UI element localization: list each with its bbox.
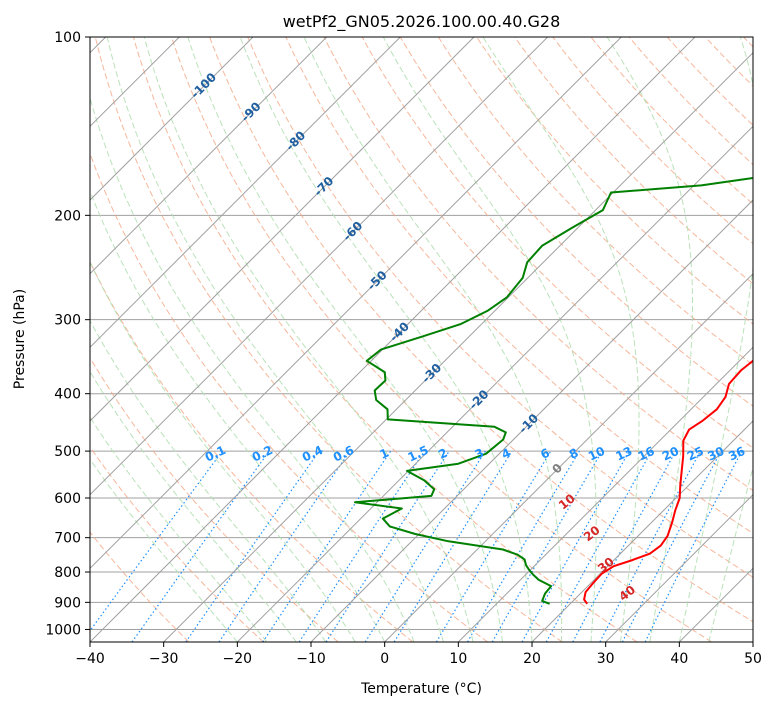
moist-adiabat	[90, 189, 386, 642]
mixing-ratio-line	[90, 450, 223, 632]
y-axis-title: Pressure (hPa)	[12, 289, 28, 389]
dry-adiabat	[132, 37, 638, 642]
dry-adiabat	[399, 37, 753, 407]
mixing-ratio-line	[521, 450, 631, 642]
y-tick-label: 500	[54, 444, 81, 460]
isotherm-line	[163, 51, 753, 642]
mixing-ratio-line	[393, 450, 513, 642]
moist-adiabat	[678, 37, 753, 642]
isotherm-line	[90, 37, 696, 642]
chart-title: wetPf2_GN05.2026.100.00.40.G28	[283, 12, 561, 32]
x-tick-label: −40	[75, 651, 105, 667]
mixing-ratio-line	[435, 450, 552, 642]
isotherm-line	[384, 272, 753, 642]
moist-adiabat	[90, 458, 238, 642]
x-tick-label: −10	[296, 651, 326, 667]
moist-adiabat	[606, 37, 693, 642]
isotherm-line	[457, 346, 753, 642]
moist-adiabat	[482, 37, 640, 642]
profile-lines	[354, 176, 753, 605]
axis-ticks: −40 −30 −20 −10 0 10 20 30 40 50 100 200 300 400 500 60…	[45, 30, 762, 667]
y-tick-label: 1000	[45, 622, 81, 638]
y-tick-label: 300	[54, 313, 81, 329]
x-tick-label: −30	[149, 651, 179, 667]
moist-adiabat	[382, 37, 597, 642]
temperature-line	[583, 359, 753, 605]
isotherm-line	[531, 420, 753, 642]
isotherm-line	[90, 37, 328, 275]
y-tick-label: 600	[54, 491, 81, 507]
mixing-ratio-label: 10	[586, 444, 607, 464]
x-tick-label: 20	[523, 651, 541, 667]
dry-adiabat	[437, 37, 753, 366]
y-tick-label: 400	[54, 387, 81, 403]
moist-adiabat	[143, 37, 474, 642]
x-tick-label: 50	[744, 651, 762, 667]
mixing-ratio-line	[572, 450, 677, 642]
x-tick-label: 40	[670, 651, 688, 667]
isotherm-line	[605, 493, 753, 642]
isotherm-line	[90, 37, 401, 349]
mixing-ratio-label: 20	[660, 444, 681, 464]
moist-adiabat	[90, 416, 268, 642]
mixing-ratio-label: 25	[685, 444, 706, 464]
mixing-ratio-label: 30	[705, 444, 726, 464]
x-tick-label: 10	[449, 651, 467, 667]
dry-adiabat	[247, 37, 753, 578]
moist-adiabat	[106, 37, 445, 642]
dry-adiabat	[90, 260, 414, 642]
x-tick-label: 30	[597, 651, 615, 667]
dewpoint-line	[354, 176, 753, 605]
dry-adiabat	[90, 531, 190, 642]
x-axis-title: Temperature (°C)	[360, 681, 482, 697]
mixing-ratio-line	[466, 450, 580, 642]
dry-adiabat	[285, 37, 753, 535]
isotherm-line	[310, 199, 753, 642]
y-tick-label: 700	[54, 531, 81, 547]
moist-adiabat	[239, 37, 533, 642]
mixing-ratio-line	[131, 450, 270, 642]
dry-adiabat	[90, 356, 339, 642]
moist-adiabat	[90, 260, 356, 642]
plot-frame	[89, 36, 754, 643]
isotherm-line	[236, 125, 753, 642]
moist-adiabat	[187, 37, 503, 642]
y-tick-label: 900	[54, 595, 81, 611]
y-tick-label: 800	[54, 565, 81, 581]
moist-adiabat	[303, 37, 563, 642]
isotherm-line	[90, 37, 549, 496]
x-tick-label: −20	[223, 651, 253, 667]
background-lines	[90, 37, 753, 642]
mixing-ratio-line	[185, 450, 320, 642]
mixing-ratio-line	[364, 450, 486, 642]
mixing-ratio-label: 13	[613, 444, 634, 464]
mixing-ratio-line	[218, 450, 351, 642]
isotherm-line	[90, 37, 254, 201]
mixing-ratio-line	[491, 450, 603, 642]
mixing-ratio-label: 16	[636, 444, 657, 464]
mixing-ratio-label: 36	[726, 444, 747, 464]
x-tick-label: 0	[380, 651, 389, 667]
isotherm-line	[90, 37, 475, 422]
plot-background	[90, 37, 753, 642]
dry-adiabat	[209, 37, 753, 623]
y-tick-label: 100	[54, 30, 81, 46]
dry-adiabat	[323, 37, 753, 491]
isotherm-line	[90, 37, 622, 570]
moist-adiabat	[90, 370, 297, 642]
dry-adiabat	[94, 37, 563, 642]
y-tick-label: 200	[54, 208, 81, 224]
